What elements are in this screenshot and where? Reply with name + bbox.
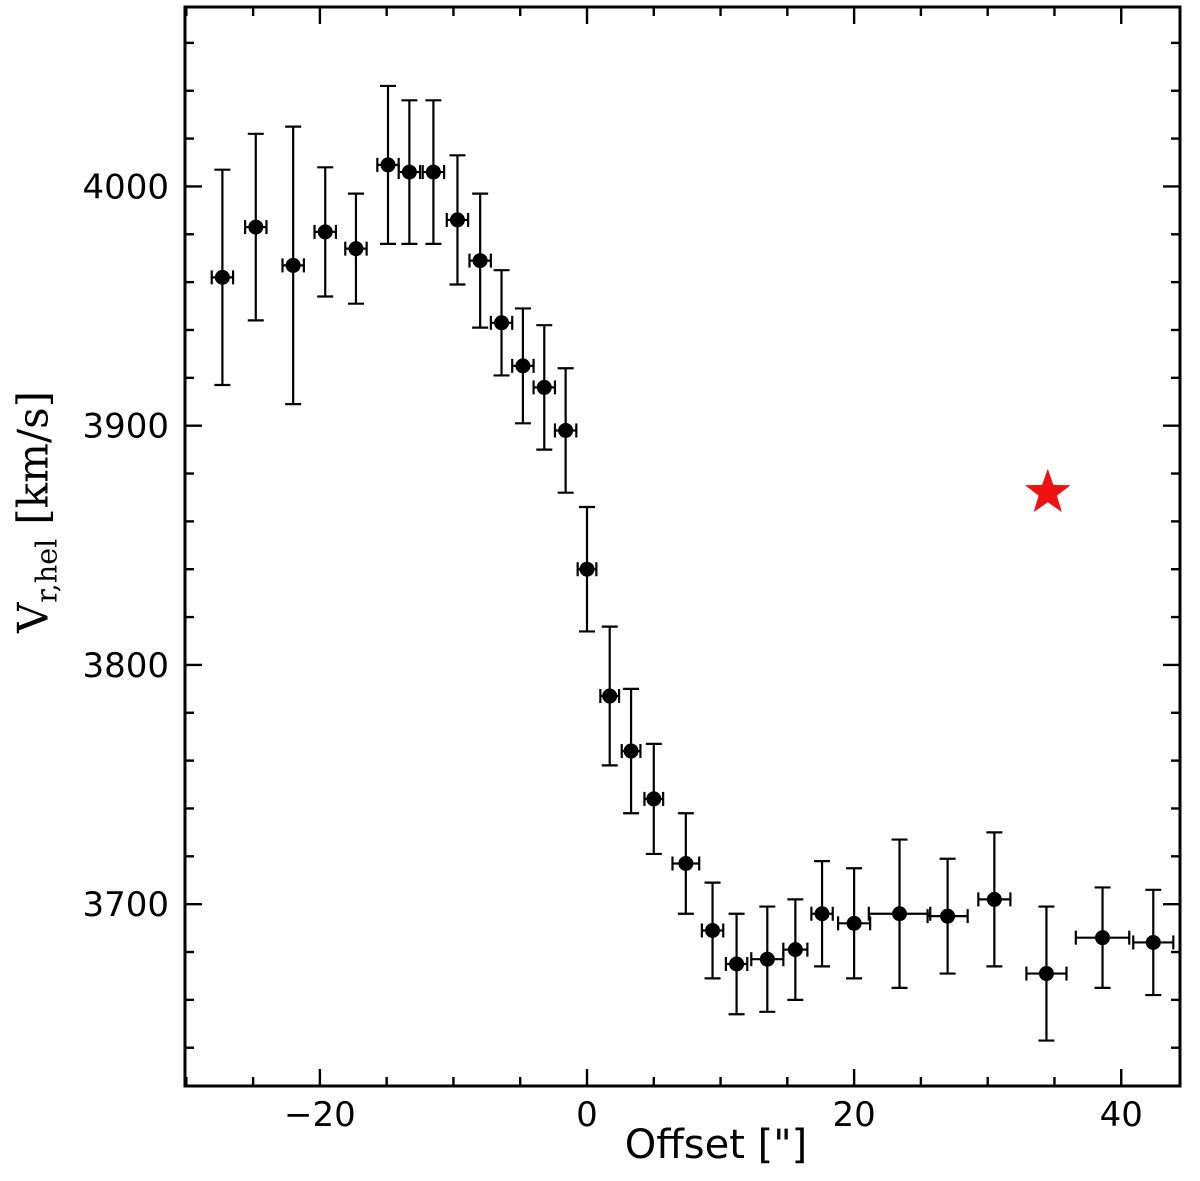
point-marker [515, 358, 531, 374]
point-marker [940, 908, 956, 924]
x-tick-label: 40 [1100, 1095, 1143, 1135]
star-marker [1025, 468, 1071, 513]
point-marker [536, 379, 552, 395]
data-point [281, 125, 305, 406]
data-point [553, 367, 578, 494]
data-point [532, 324, 557, 451]
data-point [313, 166, 338, 298]
point-marker [623, 743, 639, 759]
point-marker [759, 951, 775, 967]
data-point [489, 269, 514, 377]
data-point [1132, 888, 1175, 997]
data-point [671, 812, 701, 915]
data-point [700, 881, 725, 980]
point-marker [494, 315, 510, 331]
x-axis-label: Offset ["] [625, 1122, 808, 1168]
plot-frame [183, 5, 1182, 1088]
point-marker [1145, 934, 1161, 950]
data-point [397, 99, 422, 245]
data-point [244, 132, 268, 322]
data-point [576, 505, 598, 633]
data-point [926, 857, 969, 975]
point-marker [846, 915, 862, 931]
point-marker [892, 906, 908, 922]
data-point [867, 838, 932, 990]
x-axis-label-text: Offset ["] [624, 1122, 808, 1168]
point-marker [472, 253, 488, 269]
data-point [344, 192, 368, 305]
data-point [599, 625, 621, 767]
data-point [445, 154, 470, 286]
data-point [620, 687, 642, 815]
axis-ticks [185, 7, 1180, 1086]
point-marker [678, 856, 694, 872]
data-point [421, 99, 446, 245]
data-point [782, 898, 809, 1001]
point-marker [348, 241, 364, 257]
y-axis-unit: [km/s] [8, 390, 58, 525]
data-point [468, 192, 492, 329]
data-point [1025, 905, 1068, 1042]
point-marker [602, 688, 618, 704]
y-axis-label: Vr,hel [km/s] [8, 391, 63, 633]
data-point [836, 867, 872, 980]
point-marker [646, 791, 662, 807]
data-point [977, 831, 1012, 968]
point-marker [248, 219, 264, 235]
point-marker [558, 422, 574, 438]
y-tick-label: 4000 [82, 167, 169, 207]
y-axis-symbol: V [8, 602, 58, 634]
point-marker [425, 164, 441, 180]
x-tick-label: 20 [832, 1095, 875, 1135]
point-marker [380, 157, 396, 173]
tick-labels: −20 0 20 40 3700 3800 3900 4000 [82, 167, 1142, 1135]
point-marker [1095, 930, 1111, 946]
y-axis-subscript: r,hel [29, 538, 64, 603]
data-point [511, 307, 535, 425]
data-point [376, 84, 400, 245]
point-marker [986, 891, 1002, 907]
point-marker [401, 164, 417, 180]
data-point [750, 905, 785, 1013]
series-rotation-curve [210, 84, 1175, 1042]
data-point [643, 742, 665, 856]
series-systemic-velocity-star [1025, 468, 1071, 513]
point-marker [285, 257, 301, 273]
point-marker [729, 956, 745, 972]
point-marker [214, 269, 230, 285]
x-tick-label: −20 [284, 1095, 356, 1135]
x-tick-label: 0 [576, 1095, 598, 1135]
data-point [1074, 886, 1131, 990]
point-marker [814, 906, 830, 922]
point-marker [705, 922, 721, 938]
data-point [210, 168, 235, 387]
data-point [724, 912, 749, 1016]
point-marker [317, 224, 333, 240]
y-tick-label: 3800 [82, 646, 169, 686]
point-marker [579, 561, 595, 577]
point-marker [1038, 966, 1054, 982]
y-tick-label: 3900 [82, 407, 169, 447]
y-tick-label: 3700 [82, 885, 169, 925]
point-marker [449, 212, 465, 228]
point-marker [787, 942, 803, 958]
data-point [810, 860, 834, 968]
